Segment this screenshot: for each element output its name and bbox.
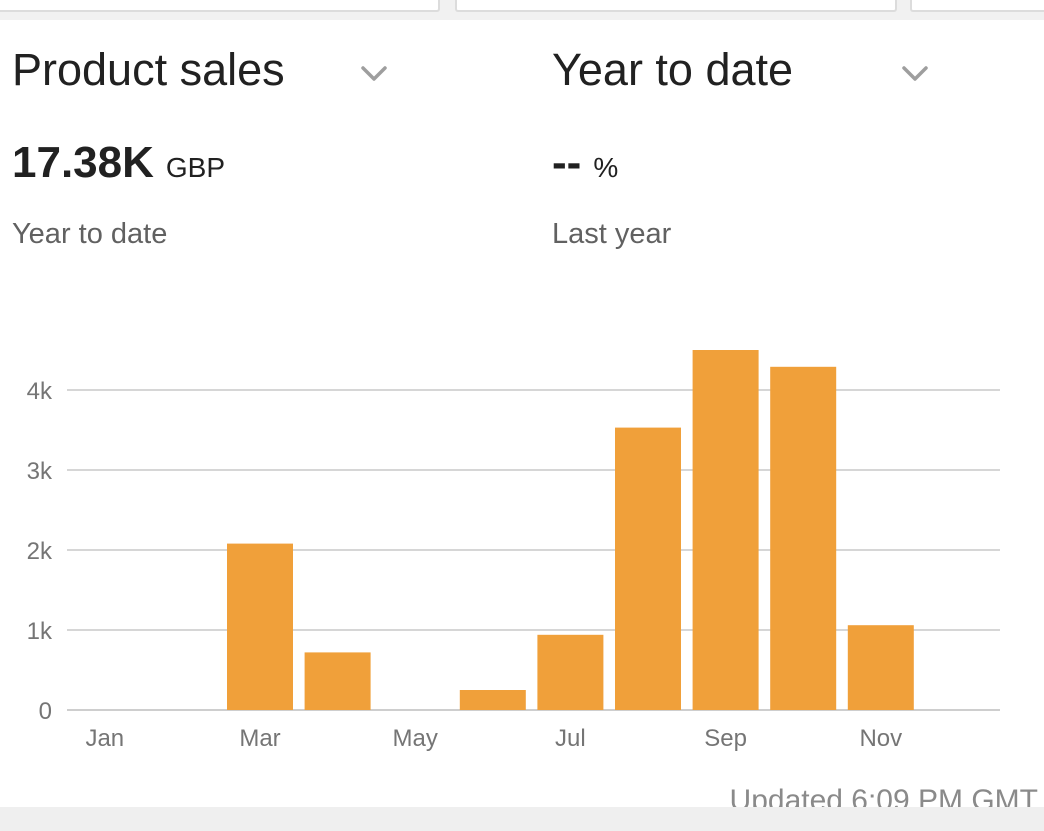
bar-jul[interactable] bbox=[537, 634, 604, 710]
top-card-middle bbox=[455, 0, 897, 12]
sales-card: Product sales Year to date 17.38K GBP Ye… bbox=[0, 20, 1044, 817]
period-selector-label: Year to date bbox=[552, 44, 794, 95]
bar-aug[interactable] bbox=[615, 427, 681, 710]
primary-metric: 17.38K GBP bbox=[12, 138, 225, 188]
x-tick-label: Mar bbox=[239, 725, 280, 752]
metric-selector-label: Product sales bbox=[12, 44, 285, 95]
x-tick-label: May bbox=[393, 725, 438, 752]
top-strip bbox=[0, 0, 1044, 20]
chart-gridlines bbox=[67, 389, 1000, 711]
y-tick-label: 1k bbox=[27, 618, 53, 645]
chart-bars bbox=[227, 350, 914, 710]
bar-mar[interactable] bbox=[227, 543, 293, 710]
x-tick-label: Jul bbox=[555, 725, 586, 752]
y-tick-label: 3k bbox=[27, 458, 53, 485]
y-tick-label: 2k bbox=[27, 538, 53, 565]
metric-selector[interactable]: Product sales bbox=[12, 42, 285, 98]
bottom-strip bbox=[0, 807, 1044, 831]
chart-y-axis: 0 1k 2k 3k 4k bbox=[27, 378, 53, 725]
top-card-right bbox=[910, 0, 1044, 12]
comparison-metric-caption: Last year bbox=[552, 218, 672, 250]
bar-jun[interactable] bbox=[459, 690, 526, 710]
bar-apr[interactable] bbox=[304, 652, 371, 710]
chevron-down-icon[interactable] bbox=[901, 64, 929, 84]
comparison-metric-unit: % bbox=[593, 152, 619, 183]
comparison-metric-value: -- bbox=[552, 138, 582, 187]
y-tick-label: 0 bbox=[39, 698, 52, 725]
x-tick-label: Jan bbox=[85, 725, 124, 752]
y-tick-label: 4k bbox=[27, 378, 53, 405]
x-tick-label: Sep bbox=[704, 725, 747, 752]
comparison-metric: -- % bbox=[552, 138, 618, 188]
top-card-left bbox=[0, 0, 440, 12]
sales-bar-chart: 0 1k 2k 3k 4k Jan Mar May Jul Sep Nov bbox=[27, 350, 1000, 752]
chart-x-axis: Jan Mar May Jul Sep Nov bbox=[85, 725, 902, 752]
bar-oct[interactable] bbox=[770, 366, 837, 710]
primary-metric-unit: GBP bbox=[165, 152, 226, 183]
chevron-down-icon[interactable] bbox=[360, 64, 388, 84]
primary-metric-value: 17.38K bbox=[12, 138, 154, 187]
primary-metric-caption: Year to date bbox=[12, 218, 168, 250]
period-selector[interactable]: Year to date bbox=[552, 42, 793, 98]
x-tick-label: Nov bbox=[859, 725, 902, 752]
bar-sep[interactable] bbox=[692, 350, 759, 710]
bar-nov[interactable] bbox=[847, 625, 914, 710]
